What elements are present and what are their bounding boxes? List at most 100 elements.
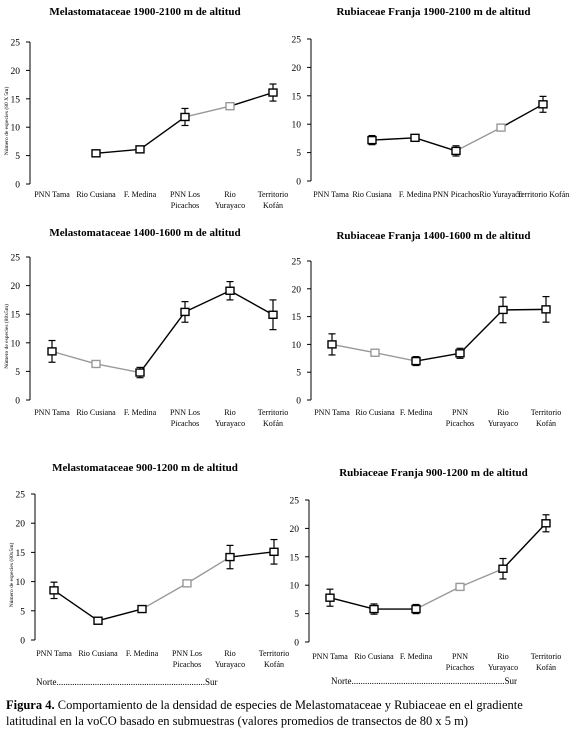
data-point-marker (498, 564, 508, 573)
x-category-label: PNN Los (170, 408, 200, 417)
x-category-label: Kofán (264, 660, 284, 669)
x-category-label: PNN Los (170, 190, 200, 199)
y-tick-label: 20 (16, 520, 26, 530)
y-tick-label: 5 (15, 152, 20, 162)
data-point-marker (455, 349, 465, 358)
y-tick-label: 5 (294, 610, 299, 620)
data-point-marker (225, 101, 235, 111)
x-category-label: Rio (497, 408, 509, 417)
series-line-segment (374, 352, 417, 362)
y-tick-label: 5 (20, 607, 25, 617)
direction-label-left: Norte...................................… (36, 677, 218, 687)
direction-label-right: Norte...................................… (331, 676, 517, 686)
series-line-segment (371, 137, 416, 141)
x-category-label: Kofán (536, 419, 556, 428)
y-tick-label: 20 (11, 67, 21, 77)
x-category-label: Yurayaco (488, 419, 518, 428)
series-line-segment (459, 568, 504, 588)
x-category-label: Rio Cusiana (76, 190, 116, 199)
data-point-marker (225, 286, 235, 295)
x-category-label: F. Medina (400, 652, 433, 661)
series-line-segment (415, 586, 461, 610)
y-axis-title: Número de especies (80 X 5m) (3, 87, 10, 156)
series-line-segment (502, 522, 547, 570)
data-point-marker (180, 112, 190, 122)
chart-title: Rubiaceae Franja 1900-2100 m de altitud (336, 6, 531, 18)
caption-text: Comportamiento de la densidad de especie… (6, 698, 523, 728)
data-point-marker (225, 552, 235, 562)
x-category-label: Rio Cusiana (76, 408, 116, 417)
x-category-label: Territorio Kofán (517, 190, 570, 199)
y-tick-label: 20 (292, 64, 302, 74)
y-tick-label: 10 (11, 339, 21, 349)
data-point-marker (268, 88, 278, 97)
x-category-label: Rio (224, 649, 236, 658)
chart-panel-rubiaceae-1900: Rubiaceae Franja 1900-2100 m de altitud … (290, 0, 577, 225)
x-category-label: PNN (452, 408, 468, 417)
data-point-marker (325, 593, 335, 602)
chart-panel-melastomataceae-1900: Melastomataceae 1900-2100 m de altitud 0… (0, 0, 290, 225)
series-line-segment (329, 597, 375, 610)
data-point-marker (135, 145, 145, 154)
x-category-label: Picachos (446, 419, 474, 428)
data-point-marker (91, 149, 101, 158)
y-tick-label: 25 (11, 39, 21, 49)
data-point-marker (268, 310, 278, 319)
y-tick-label: 0 (294, 639, 299, 649)
y-tick-label: 25 (292, 258, 302, 268)
y-tick-label: 25 (292, 36, 302, 46)
y-tick-label: 15 (16, 549, 26, 559)
x-category-label: PNN (452, 652, 468, 661)
data-point-marker (269, 547, 279, 557)
y-tick-label: 25 (11, 254, 21, 264)
series-line-segment (184, 290, 231, 313)
x-category-label: Territorio (531, 408, 562, 417)
data-point-marker (370, 348, 380, 357)
chart-panel-melastomataceae-1400: Melastomataceae 1400-1600 m de altitud 0… (0, 225, 290, 450)
x-category-label: Rio Cusiana (354, 652, 394, 661)
data-point-marker (541, 519, 551, 528)
x-category-label: Rio Cusiana (355, 408, 395, 417)
data-point-marker (135, 368, 145, 377)
y-tick-label: 20 (11, 282, 21, 292)
chart-title: Melastomataceae 1900-2100 m de altitud (49, 6, 241, 18)
chart-svg: 0 5 10 15 20 25 PNN Tama Rio Cusiana F. Medina PN… (290, 497, 562, 673)
y-tick-label: 5 (296, 149, 301, 159)
x-category-label: PNN Los (172, 649, 202, 658)
y-tick-label: 0 (296, 397, 301, 407)
x-category-label: Territorio (258, 190, 289, 199)
figure-caption: Figura 4. Comportamiento de la densidad … (6, 697, 572, 729)
series-line-segment (500, 103, 544, 129)
x-category-label: Rio (224, 408, 236, 417)
x-category-label: Rio Yurayaco (479, 190, 522, 199)
x-category-label: Kofán (263, 419, 283, 428)
chart-title: Rubiaceae Franja 900-1200 m de altitud (339, 467, 528, 479)
series-line-segment (459, 309, 504, 354)
x-category-label: Rio (497, 652, 509, 661)
y-tick-label: 15 (290, 553, 300, 563)
x-category-label: Picachos (171, 419, 199, 428)
x-category-label: PNN Tama (34, 190, 70, 199)
y-tick-label: 0 (15, 397, 20, 407)
series-line-segment (186, 556, 231, 584)
x-category-label: Rio Cusiana (78, 649, 118, 658)
data-point-marker (496, 123, 506, 132)
x-category-label: Territorio (259, 649, 290, 658)
x-category-label: Picachos (446, 663, 474, 672)
series-line-segment (229, 91, 274, 107)
series-line-segment (331, 343, 376, 354)
data-point-marker (180, 307, 190, 317)
y-tick-label: 5 (296, 369, 301, 379)
y-tick-label: 10 (11, 124, 21, 134)
series-line-segment (139, 311, 186, 373)
data-point-marker (498, 305, 508, 315)
data-point-marker (411, 604, 421, 614)
y-tick-label: 0 (296, 178, 301, 188)
series-line-segment (229, 551, 275, 558)
series-line-segment (139, 116, 186, 150)
data-point-marker (411, 356, 421, 366)
chart-panel-rubiaceae-1400: Rubiaceae Franja 1400-1600 m de altitud … (290, 225, 577, 450)
data-point-marker (455, 582, 465, 592)
chart-title: Melastomataceae 900-1200 m de altitud (52, 462, 238, 474)
y-tick-label: 10 (292, 121, 302, 131)
